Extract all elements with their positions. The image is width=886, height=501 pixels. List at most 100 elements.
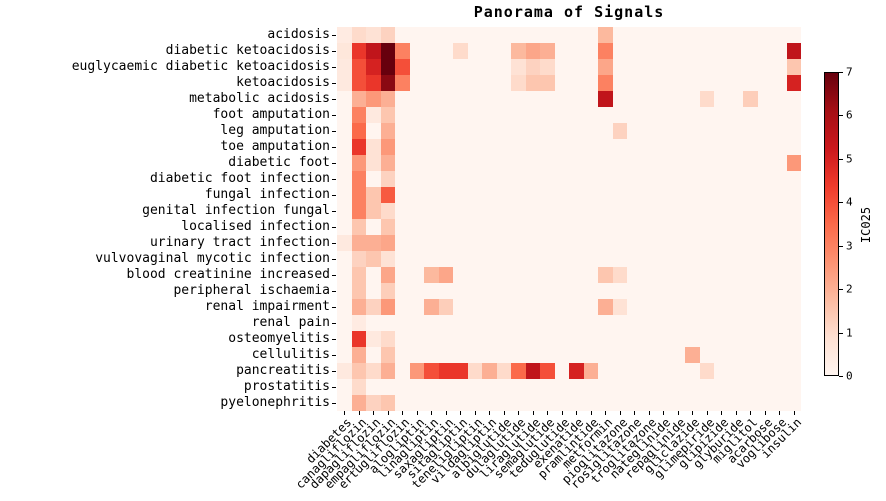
heatmap-cell [714, 267, 729, 283]
heatmap-cell [467, 123, 482, 139]
heatmap-cell [511, 251, 526, 267]
heatmap-cell [641, 251, 656, 267]
heatmap-cell [656, 171, 671, 187]
heatmap-cell [467, 235, 482, 251]
heatmap-cell [496, 27, 511, 43]
heatmap-cell [757, 139, 772, 155]
heatmap-cell [786, 155, 801, 171]
heatmap-cell [482, 203, 497, 219]
chart-title: Panorama of Signals [473, 3, 665, 21]
heatmap-cell [554, 155, 569, 171]
colorbar-tick-label: 5 [846, 152, 853, 166]
heatmap-cell [569, 267, 584, 283]
heatmap-cell [772, 283, 787, 299]
y-tick-mark [332, 179, 336, 180]
heatmap-cell [786, 123, 801, 139]
heatmap-cell [699, 171, 714, 187]
heatmap-cell [583, 123, 598, 139]
heatmap-cell [786, 315, 801, 331]
heatmap-cell [786, 251, 801, 267]
heatmap-cell [453, 267, 468, 283]
heatmap-cell [728, 139, 743, 155]
heatmap-cell [714, 59, 729, 75]
heatmap-cell [554, 27, 569, 43]
heatmap-cell [453, 251, 468, 267]
heatmap-cell [337, 107, 352, 123]
heatmap-cell [627, 395, 642, 411]
heatmap-cell [612, 91, 627, 107]
heatmap-cell [554, 299, 569, 315]
heatmap-cell [482, 395, 497, 411]
heatmap-cell [656, 27, 671, 43]
heatmap-cell [380, 91, 395, 107]
heatmap-cell [627, 75, 642, 91]
y-tick-label: pyelonephritis [220, 395, 330, 410]
heatmap-cell [627, 27, 642, 43]
heatmap-cell [540, 187, 555, 203]
heatmap-cell [656, 59, 671, 75]
heatmap-cell [540, 331, 555, 347]
heatmap-cell [395, 379, 410, 395]
heatmap-cell [554, 75, 569, 91]
heatmap-cell [409, 331, 424, 347]
heatmap-cell [453, 27, 468, 43]
heatmap-cell [380, 331, 395, 347]
heatmap-cell [583, 107, 598, 123]
colorbar-tick-label: 4 [846, 195, 853, 209]
heatmap-cell [656, 91, 671, 107]
heatmap-cell [395, 27, 410, 43]
heatmap-cell [351, 155, 366, 171]
heatmap-cell [409, 171, 424, 187]
heatmap-cell [525, 219, 540, 235]
heatmap-cell [743, 91, 758, 107]
heatmap-cell [786, 347, 801, 363]
heatmap-cell [424, 43, 439, 59]
heatmap-cell [641, 139, 656, 155]
y-tick-mark [332, 291, 336, 292]
heatmap-cell [482, 379, 497, 395]
heatmap-cell [351, 43, 366, 59]
heatmap-cell [641, 283, 656, 299]
heatmap-cell [424, 363, 439, 379]
heatmap-cell [772, 75, 787, 91]
heatmap-cell [511, 155, 526, 171]
heatmap-cell [438, 251, 453, 267]
heatmap-cell [598, 75, 613, 91]
heatmap-cell [337, 139, 352, 155]
y-tick-mark [332, 323, 336, 324]
heatmap-cell [424, 299, 439, 315]
heatmap-cell [598, 139, 613, 155]
heatmap-cell [728, 155, 743, 171]
heatmap-cell [496, 283, 511, 299]
heatmap-cell [714, 347, 729, 363]
heatmap-cell [685, 171, 700, 187]
heatmap-cell [366, 363, 381, 379]
heatmap-cell [467, 283, 482, 299]
heatmap-cell [380, 347, 395, 363]
heatmap-cell [627, 347, 642, 363]
y-tick-mark [332, 307, 336, 308]
heatmap-cell [612, 283, 627, 299]
heatmap-cell [482, 315, 497, 331]
heatmap-cell [482, 187, 497, 203]
y-tick-label: metabolic acidosis [189, 91, 330, 106]
heatmap-cell [438, 379, 453, 395]
heatmap-cell [786, 283, 801, 299]
heatmap-cell [525, 43, 540, 59]
heatmap-cell [685, 299, 700, 315]
heatmap-cell [540, 155, 555, 171]
heatmap-cell [612, 251, 627, 267]
heatmap-cell [438, 395, 453, 411]
heatmap-cell [351, 395, 366, 411]
heatmap-cell [366, 299, 381, 315]
heatmap-cell [786, 91, 801, 107]
heatmap-cell [699, 267, 714, 283]
y-tick-label: urinary tract infection [149, 235, 330, 250]
heatmap-cell [728, 171, 743, 187]
heatmap-cell [380, 395, 395, 411]
heatmap-cell [714, 251, 729, 267]
heatmap-cell [438, 171, 453, 187]
heatmap-cell [482, 107, 497, 123]
heatmap-cell [380, 315, 395, 331]
heatmap-cell [728, 91, 743, 107]
